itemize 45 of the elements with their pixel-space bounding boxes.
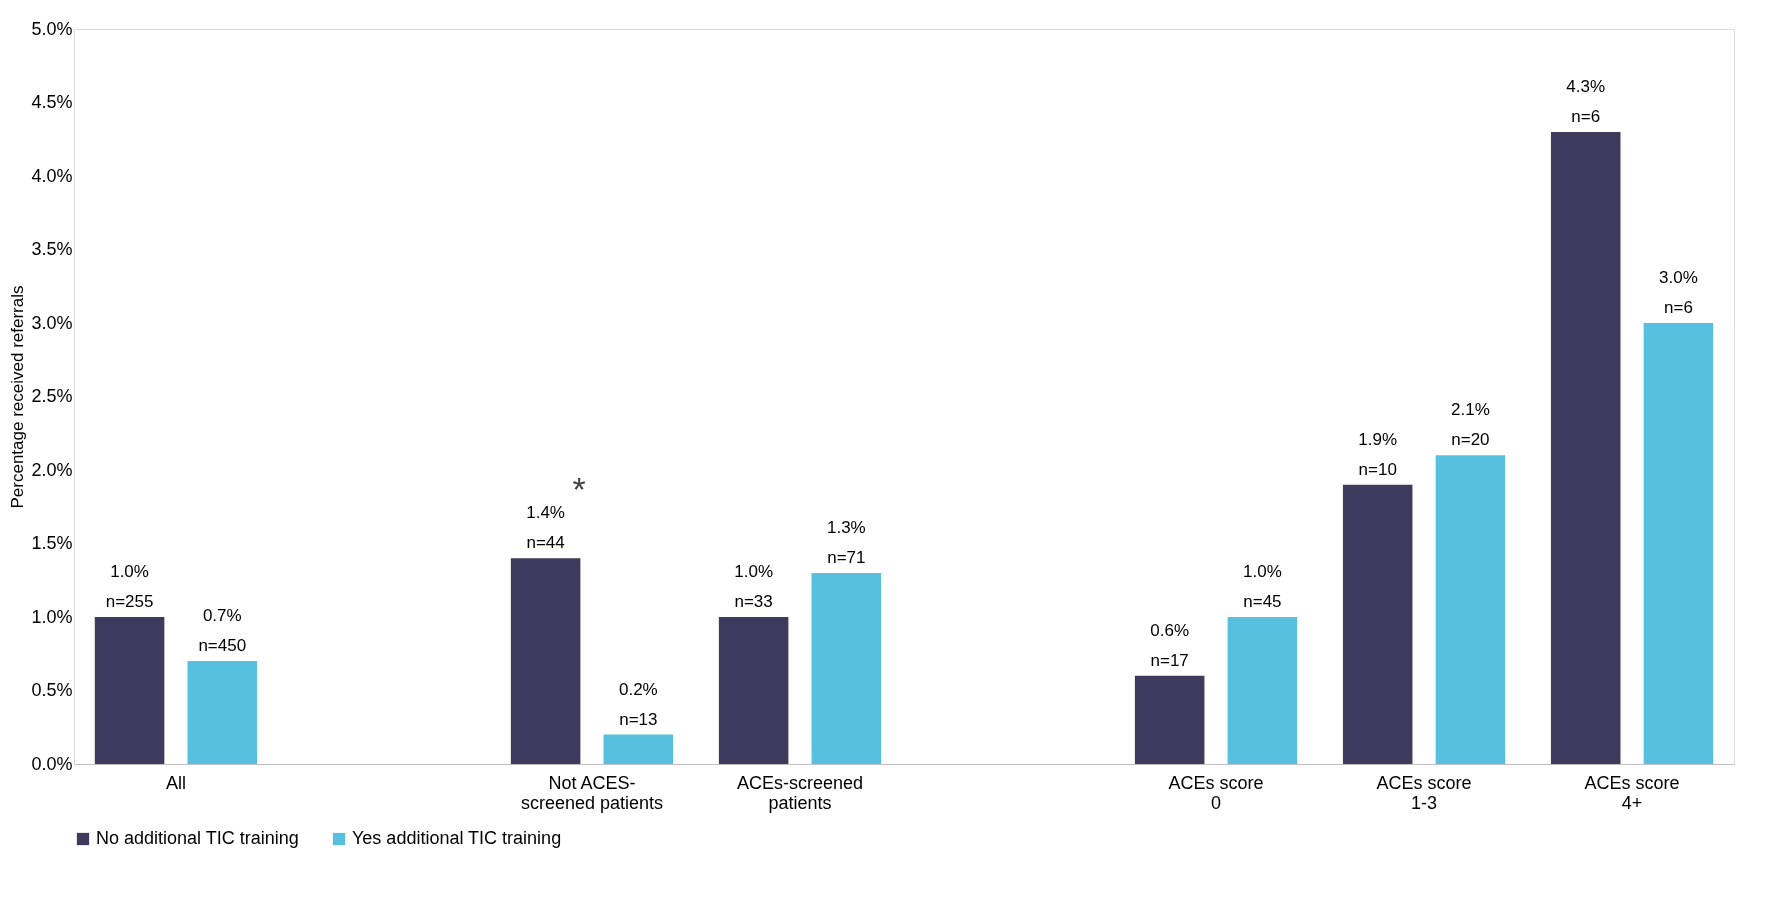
x-tick-label: ACEs-screened patients xyxy=(736,772,864,813)
y-tick-label: 4.5% xyxy=(31,92,73,112)
bar xyxy=(718,617,789,764)
y-tick-label: 3.0% xyxy=(31,312,73,333)
bar xyxy=(1342,484,1413,764)
data-label: 1.9% n=10 xyxy=(1358,429,1398,479)
y-tick-label: 2.0% xyxy=(31,459,73,480)
y-tick-label: 1.5% xyxy=(31,533,73,553)
bar xyxy=(1134,675,1205,764)
bar xyxy=(1435,455,1506,764)
legend-label: No additional TIC training xyxy=(96,828,299,848)
y-tick-label: 1.0% xyxy=(31,606,73,627)
data-label: 1.4% n=44 xyxy=(526,503,565,553)
y-tick-label: 4.0% xyxy=(31,165,73,186)
y-tick-label: 0.5% xyxy=(31,680,73,700)
bar xyxy=(94,617,165,764)
x-tick-label: All xyxy=(165,772,186,793)
annotation: * xyxy=(572,470,586,508)
legend-label: Yes additional TIC training xyxy=(352,828,562,848)
x-tick-label: ACEs score 1-3 xyxy=(1376,772,1472,813)
x-tick-label: ACEs score 4+ xyxy=(1584,772,1680,813)
data-label: 0.2% n=13 xyxy=(618,679,658,729)
x-tick-label: ACEs score 0 xyxy=(1168,772,1264,813)
bar xyxy=(510,558,581,764)
bar xyxy=(1227,617,1298,764)
data-label: 4.3% n=6 xyxy=(1566,76,1606,126)
data-label: 1.0% n=33 xyxy=(734,562,774,611)
data-label: 0.7% n=450 xyxy=(198,606,247,656)
data-label: 1.0% n=45 xyxy=(1243,562,1282,611)
y-tick-label: 5.0% xyxy=(31,18,73,39)
y-axis-title: Percentage received referrals xyxy=(8,285,28,509)
bar xyxy=(187,661,258,764)
bar xyxy=(1550,131,1621,764)
data-label: 2.1% n=20 xyxy=(1451,400,1490,450)
y-tick-label: 3.5% xyxy=(31,239,73,259)
bar xyxy=(811,572,882,764)
y-tick-label: 0.0% xyxy=(31,753,73,774)
data-label: 1.3% n=71 xyxy=(826,517,866,567)
data-label: 3.0% n=6 xyxy=(1659,268,1698,317)
bar xyxy=(603,734,674,764)
data-label: 1.0% n=255 xyxy=(105,562,154,611)
bar xyxy=(1643,323,1714,764)
y-tick-label: 2.5% xyxy=(31,386,73,406)
x-tick-label: Not ACES-screened patients xyxy=(520,772,664,813)
data-label: 0.6% n=17 xyxy=(1150,620,1190,670)
